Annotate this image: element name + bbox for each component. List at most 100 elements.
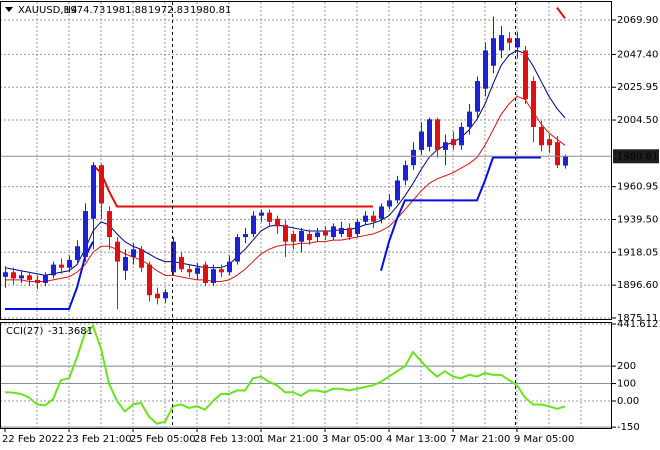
candle-body (355, 221, 360, 235)
candle-body (419, 131, 424, 150)
x-tick-label: 22 Feb 2022 (2, 434, 64, 445)
candle-body (195, 267, 200, 274)
candle-body (203, 264, 208, 283)
candle-body (251, 215, 256, 235)
y-tick-label: 2047.40 (617, 49, 658, 60)
indicator-line (5, 156, 541, 310)
candle-body (211, 269, 216, 283)
candle-body (339, 227, 344, 235)
candle-body (467, 111, 472, 127)
collapse-icon (5, 7, 13, 12)
candle-body (379, 206, 384, 219)
header-open: 1974.73 (64, 5, 105, 16)
plot-layer (0, 2, 612, 428)
candle-body (67, 260, 72, 268)
candle-body (547, 139, 552, 146)
candle-body (147, 264, 152, 296)
candle-body (187, 269, 192, 273)
candle-body (459, 126, 464, 146)
y-tick-label: 2004.50 (617, 115, 658, 126)
candle-body (291, 234, 296, 242)
candle-body (563, 156, 568, 166)
candle-body (531, 81, 536, 127)
price-label: 1980.81 (617, 151, 658, 162)
price-label-box (613, 149, 659, 164)
candle-body (539, 126, 544, 146)
candle-body (363, 215, 368, 222)
candle-body (43, 275, 48, 283)
candle-body (475, 81, 480, 112)
x-tick-label: 3 Mar 05:00 (322, 434, 382, 445)
candle-body (59, 264, 64, 268)
candle-body (163, 292, 168, 299)
cci-frame (0, 322, 612, 429)
y-tick-label: 1875.11 (617, 313, 658, 324)
candle-body (107, 211, 112, 238)
indicator-line (92, 7, 566, 208)
candle-body (19, 275, 24, 279)
candle-body (515, 38, 520, 48)
y-tick-label: -150 (617, 422, 640, 433)
candle-body (347, 227, 352, 238)
candle-body (299, 230, 304, 242)
symbol-title: XAUUSD,H4 (18, 5, 77, 16)
y-tick-label: 2025.95 (617, 82, 658, 93)
y-tick-label: 1960.95 (617, 182, 658, 193)
candle-body (507, 38, 512, 43)
header-close: 1980.81 (190, 5, 231, 16)
candle-body (243, 234, 248, 238)
candle-body (275, 218, 280, 227)
candle-body (395, 180, 400, 201)
candle-body (427, 119, 432, 147)
candle-body (387, 200, 392, 207)
x-tick-label: 23 Feb 21:00 (66, 434, 132, 445)
header-low: 1972.83 (148, 5, 189, 16)
candle-body (99, 165, 104, 204)
y-tick-label: 1918.05 (617, 247, 658, 258)
candle-body (523, 50, 528, 100)
candle-body (11, 272, 16, 279)
candle-body (219, 269, 224, 273)
candle-body (435, 119, 440, 150)
header-high: 1981.88 (106, 5, 147, 16)
y-tick-label: 1939.50 (617, 214, 658, 225)
candle-body (83, 211, 88, 257)
candle-body (323, 230, 328, 236)
x-tick-label: 4 Mar 13:00 (386, 434, 446, 445)
x-tick-label: 9 Mar 05:00 (514, 434, 574, 445)
cci-value: -31.3681 (48, 326, 93, 337)
candle-body (75, 246, 80, 261)
cci-line (4, 324, 566, 425)
candle-body (315, 232, 320, 238)
candle-body (27, 275, 32, 280)
candle-body (491, 38, 496, 66)
candle-body (35, 279, 40, 283)
x-tick-label: 1 Mar 21:00 (258, 434, 318, 445)
candle-body (91, 165, 96, 219)
candle-body (371, 215, 376, 222)
x-tick-label: 25 Feb 05:00 (130, 434, 196, 445)
candle-body (115, 241, 120, 262)
y-tick-label: 1896.60 (617, 280, 658, 291)
y-tick-label: 2069.90 (617, 15, 658, 26)
candle-body (411, 149, 416, 166)
candle-body (131, 249, 136, 257)
main-frame (0, 1, 612, 320)
candle-body (331, 226, 336, 238)
candle-body (235, 237, 240, 262)
candle-body (483, 50, 488, 89)
candle-body (171, 241, 176, 273)
candle-body (123, 256, 128, 271)
candle-body (283, 224, 288, 242)
candle-body (499, 35, 504, 51)
y-tick-label: 0.00 (617, 396, 639, 407)
candle-body (139, 249, 144, 268)
candle-body (267, 212, 272, 222)
candle-body (227, 261, 232, 273)
candle-body (443, 142, 448, 150)
y-tick-label: 100 (617, 379, 636, 390)
x-tick-label: 7 Mar 21:00 (450, 434, 510, 445)
